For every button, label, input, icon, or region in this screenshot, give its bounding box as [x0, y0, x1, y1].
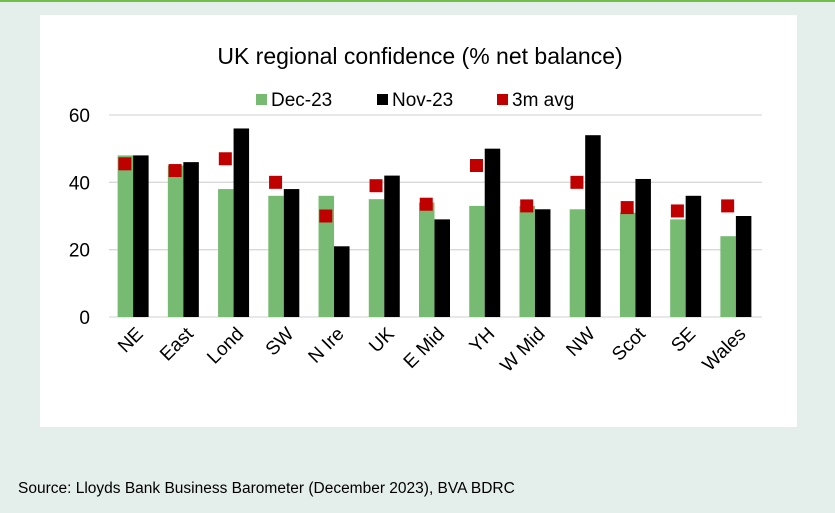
marker-3m-avg [319, 209, 333, 223]
legend-swatch-dec-23 [256, 94, 267, 105]
bar-dec-23 [167, 165, 184, 317]
marker-3m-avg [168, 164, 182, 178]
bar-nov-23 [133, 155, 149, 317]
marker-3m-avg [269, 175, 283, 189]
chart-title: UK regional confidence (% net balance) [217, 43, 622, 69]
bar-nov-23 [635, 178, 651, 317]
x-tick-label: Scot [608, 323, 650, 365]
bar-nov-23 [334, 246, 350, 317]
x-tick-label: YH [466, 324, 500, 358]
x-tick-label: SE [667, 324, 700, 357]
marker-3m-avg [419, 197, 433, 211]
bar-dec-23 [218, 189, 234, 317]
x-tick-label: SW [262, 324, 299, 361]
marker-3m-avg [218, 152, 232, 166]
bar-dec-23 [569, 209, 586, 317]
y-tick-label: 0 [79, 308, 90, 329]
legend-label: Nov-23 [392, 90, 453, 111]
x-tick-label: NW [562, 324, 599, 361]
legend-label: Dec-23 [271, 90, 332, 111]
bar-nov-23 [434, 219, 450, 317]
x-tick-label: Wales [699, 324, 751, 376]
bar-nov-23 [183, 162, 199, 317]
bar-dec-23 [318, 195, 335, 317]
bar-nov-23 [233, 128, 250, 317]
y-tick-label: 60 [69, 106, 90, 127]
bar-dec-23 [368, 199, 385, 317]
bar-dec-23 [419, 202, 435, 317]
y-tick-label: 20 [69, 241, 90, 262]
bar-nov-23 [534, 209, 551, 317]
bar-dec-23 [268, 195, 284, 317]
x-tick-label: N Ire [305, 324, 349, 368]
bar-nov-23 [735, 216, 752, 317]
x-tick-label: East [156, 323, 198, 365]
top-accent-line [0, 0, 835, 2]
y-tick-label: 40 [69, 173, 90, 194]
x-tick-label: Lond [203, 324, 248, 369]
marker-3m-avg [469, 159, 483, 172]
marker-3m-avg [369, 179, 383, 193]
marker-3m-avg [620, 201, 634, 215]
bar-nov-23 [384, 175, 400, 317]
bar-nov-23 [585, 135, 601, 317]
legend-swatch-3m-avg [497, 94, 508, 105]
x-tick-label: NE [114, 324, 148, 358]
marker-3m-avg [570, 175, 584, 189]
bar-dec-23 [720, 236, 736, 317]
x-tick-label: UK [365, 323, 399, 357]
x-tick-label: E Mid [400, 324, 449, 373]
marker-3m-avg [520, 199, 534, 213]
x-tick-label: W Mid [497, 324, 550, 377]
marker-3m-avg [721, 199, 735, 213]
bar-dec-23 [519, 205, 535, 317]
legend-label: 3m avg [512, 90, 574, 111]
marker-3m-avg [670, 204, 684, 218]
bar-dec-23 [117, 155, 134, 317]
bar-nov-23 [484, 148, 501, 317]
bar-nov-23 [283, 189, 300, 317]
legend-swatch-nov-23 [377, 94, 388, 105]
bar-dec-23 [619, 212, 636, 317]
bar-dec-23 [670, 219, 686, 317]
source-note: Source: Lloyds Bank Business Barometer (… [18, 480, 515, 497]
bar-nov-23 [685, 195, 702, 317]
marker-3m-avg [118, 157, 132, 171]
bar-dec-23 [469, 205, 485, 317]
